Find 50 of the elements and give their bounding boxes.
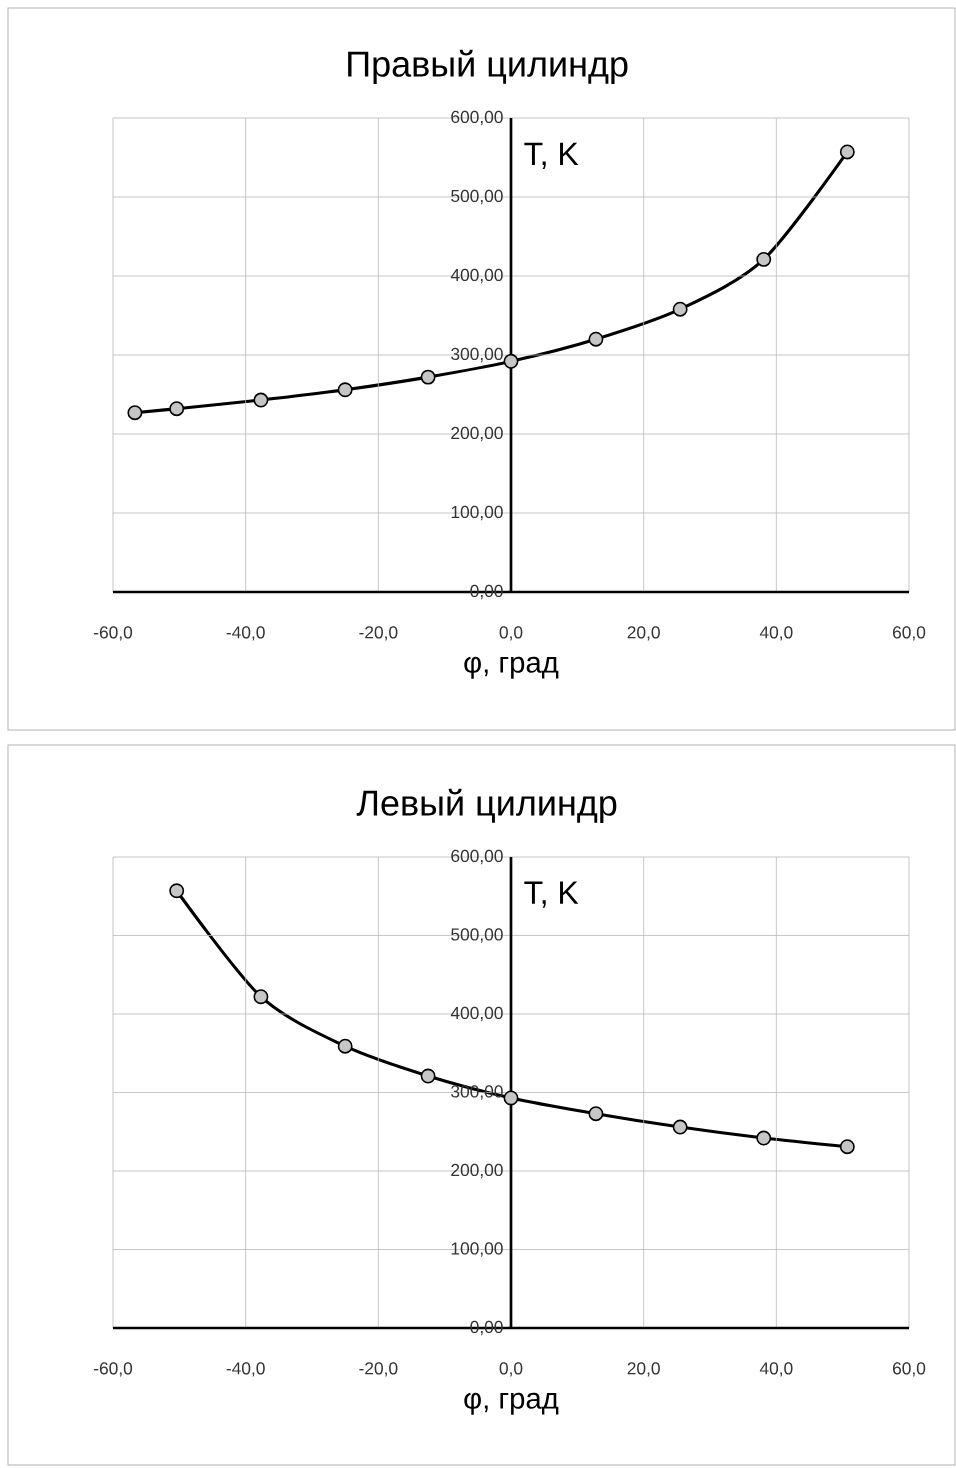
x-axis-title: φ, град	[464, 1392, 559, 1415]
point	[420, 1068, 436, 1084]
x-tick-label: -40,0	[226, 626, 265, 641]
x-tick-label: 60,0	[893, 1362, 926, 1377]
chart-title: Левый цилиндр	[356, 788, 617, 823]
point	[337, 382, 353, 398]
x-tick-label: -20,0	[359, 1362, 398, 1377]
y-tick-label: 200,00	[451, 426, 503, 442]
y-tick-label: 400,00	[450, 268, 503, 284]
point	[420, 369, 436, 385]
y-tick-label: 600,00	[451, 110, 503, 126]
chart-title: Правый цилиндр	[348, 49, 628, 84]
x-axis-title: φ, град	[464, 656, 559, 679]
y-tick-label: 300,00	[451, 347, 503, 363]
y-axis-title: T, K	[524, 881, 579, 908]
point	[588, 1106, 604, 1122]
x-tick-label: 0,0	[499, 1362, 523, 1377]
x-tick-label: 60,0	[893, 626, 926, 641]
point	[169, 883, 185, 899]
point	[672, 1119, 688, 1135]
point	[337, 1038, 353, 1054]
x-tick-label: -20,0	[359, 626, 398, 641]
y-tick-label: 100,00	[451, 505, 503, 521]
y-tick-label: 100,00	[451, 1242, 503, 1257]
x-tick-label: -60,0	[94, 1362, 133, 1377]
point	[253, 989, 269, 1005]
point	[672, 301, 688, 317]
y-tick-label: 500,00	[451, 928, 503, 943]
point	[839, 1139, 855, 1155]
x-tick-label: 20,0	[627, 1362, 660, 1377]
point	[503, 1090, 519, 1106]
y-tick-label: 200,00	[451, 1163, 503, 1179]
x-tick-label: 40,0	[759, 626, 793, 641]
point	[756, 251, 772, 267]
point	[839, 144, 855, 160]
point	[169, 401, 185, 417]
point	[588, 331, 604, 347]
y-tick-label: 600,00	[451, 849, 503, 865]
point	[253, 392, 269, 408]
x-tick-label: 0,0	[499, 626, 523, 641]
y-tick-label: 400,00	[450, 1006, 503, 1022]
x-tick-label: -40,0	[226, 1362, 265, 1377]
point	[756, 1130, 772, 1146]
x-tick-label: 20,0	[627, 626, 660, 641]
x-tick-label: -60,0	[94, 626, 133, 641]
x-tick-label: 40,0	[759, 1362, 793, 1377]
y-axis-title: T, K	[524, 142, 579, 169]
point	[503, 353, 519, 369]
y-tick-label: 500,00	[451, 189, 503, 205]
point	[127, 405, 143, 421]
